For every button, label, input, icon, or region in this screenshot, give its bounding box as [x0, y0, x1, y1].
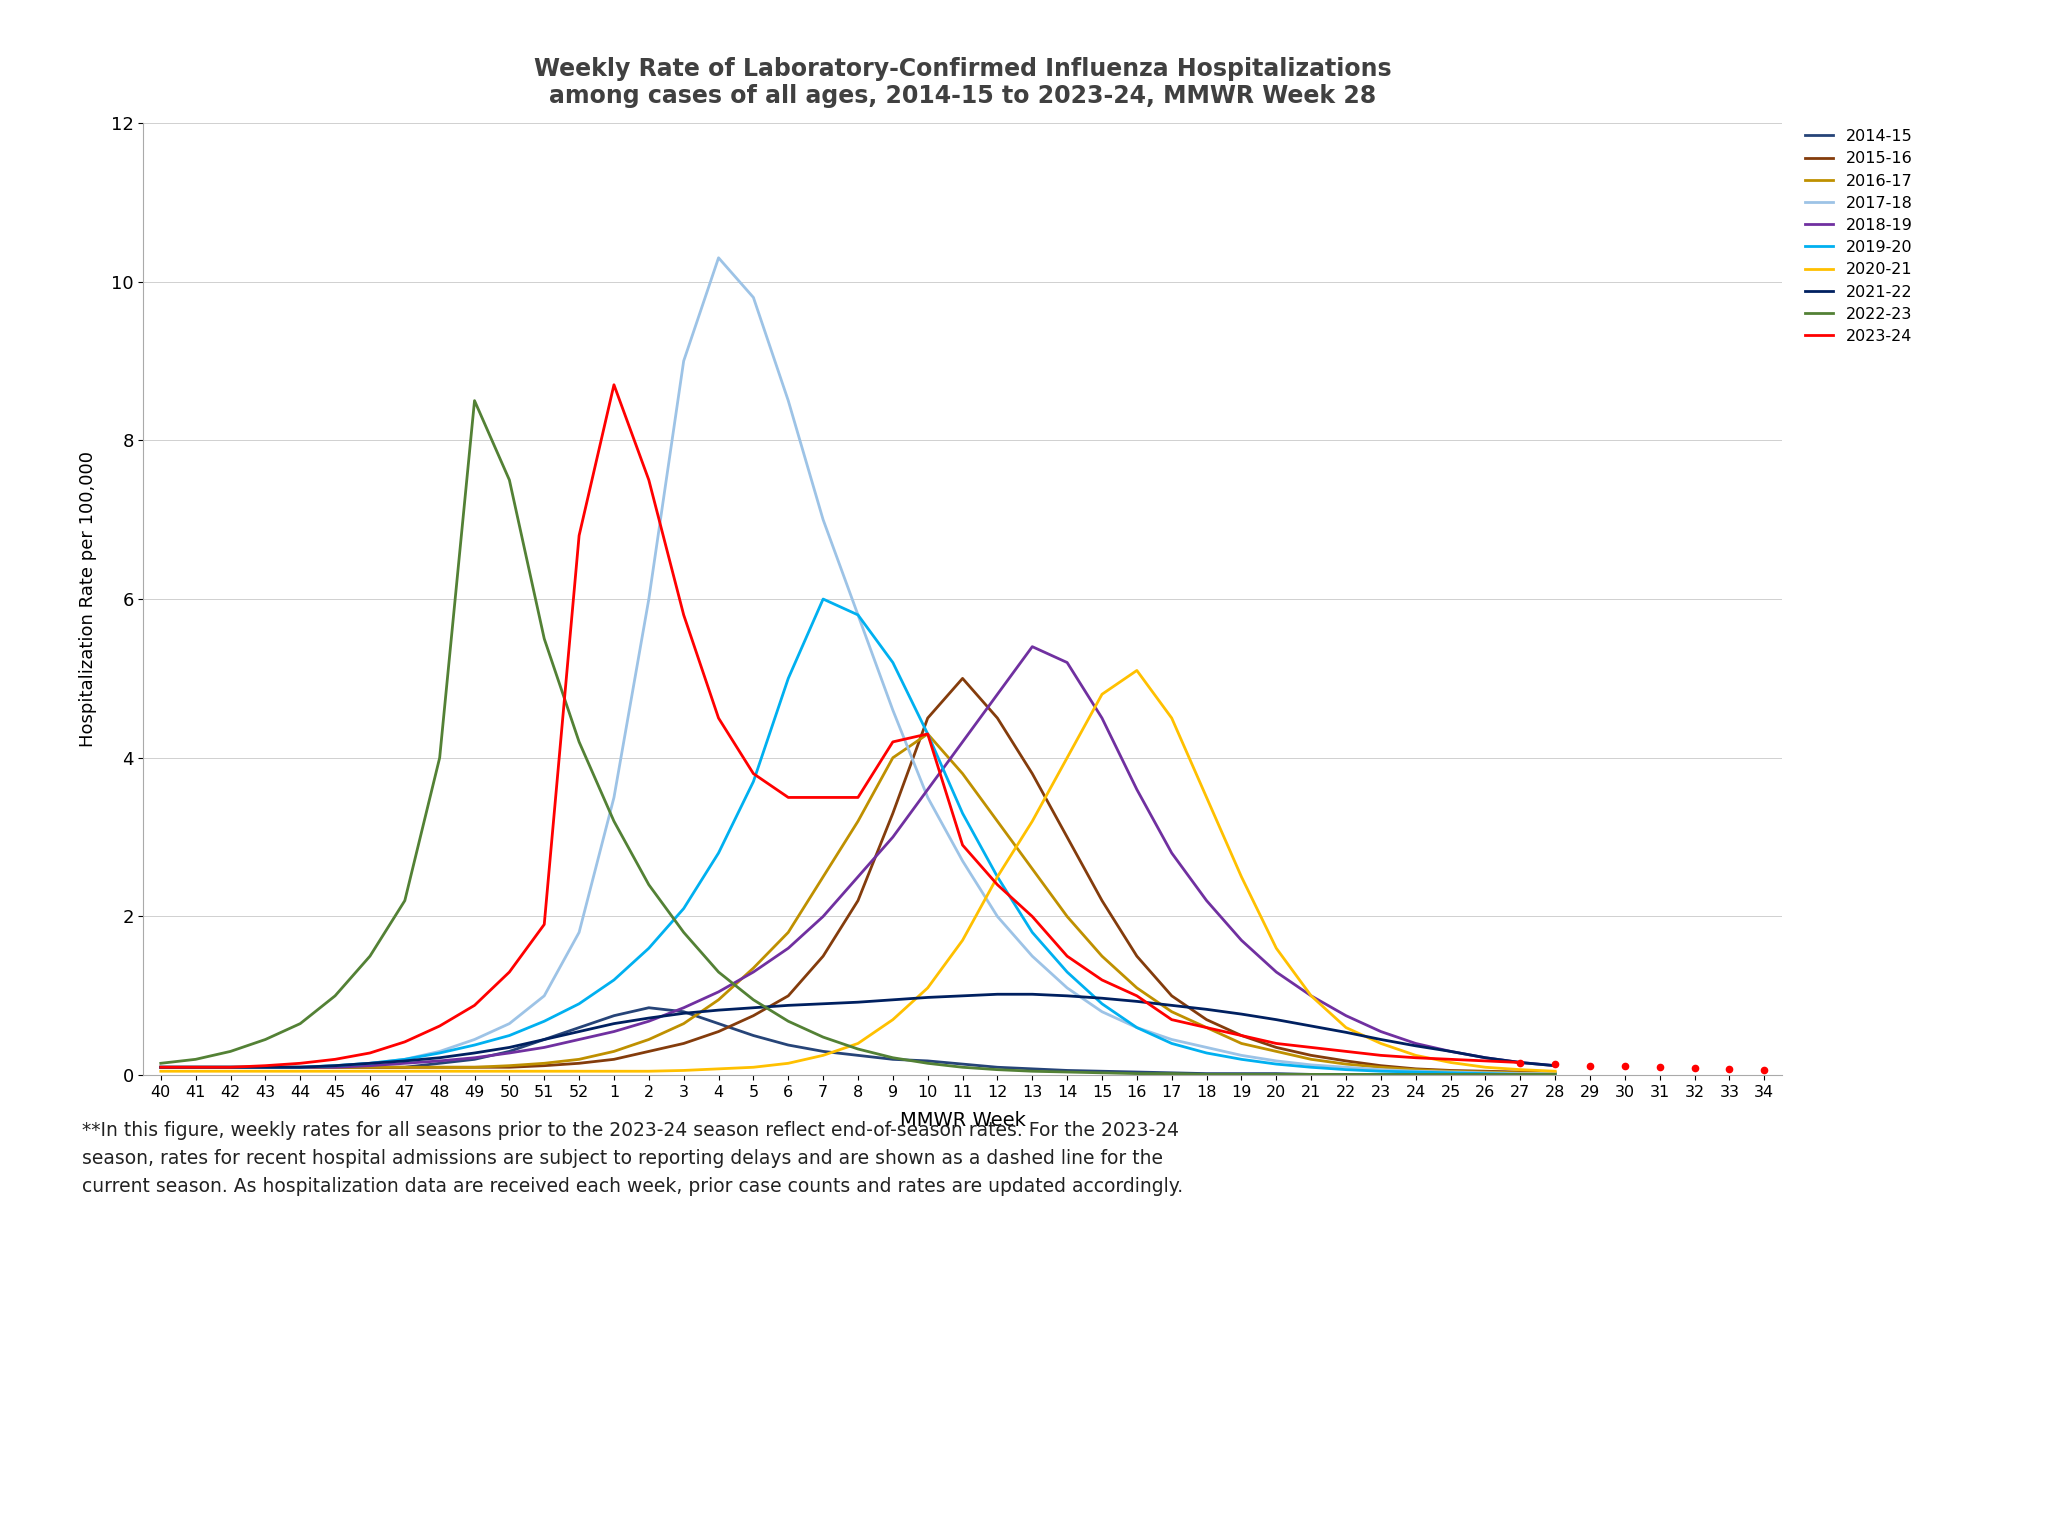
X-axis label: MMWR Week: MMWR Week — [899, 1111, 1026, 1130]
Legend: 2014-15, 2015-16, 2016-17, 2017-18, 2018-19, 2019-20, 2020-21, 2021-22, 2022-23,: 2014-15, 2015-16, 2016-17, 2017-18, 2018… — [1798, 123, 1919, 350]
Y-axis label: Hospitalization Rate per 100,000: Hospitalization Rate per 100,000 — [80, 452, 96, 746]
Title: Weekly Rate of Laboratory-Confirmed Influenza Hospitalizations
among cases of al: Weekly Rate of Laboratory-Confirmed Infl… — [535, 57, 1391, 109]
Text: **In this figure, weekly rates for all seasons prior to the 2023-24 season refle: **In this figure, weekly rates for all s… — [82, 1121, 1184, 1197]
